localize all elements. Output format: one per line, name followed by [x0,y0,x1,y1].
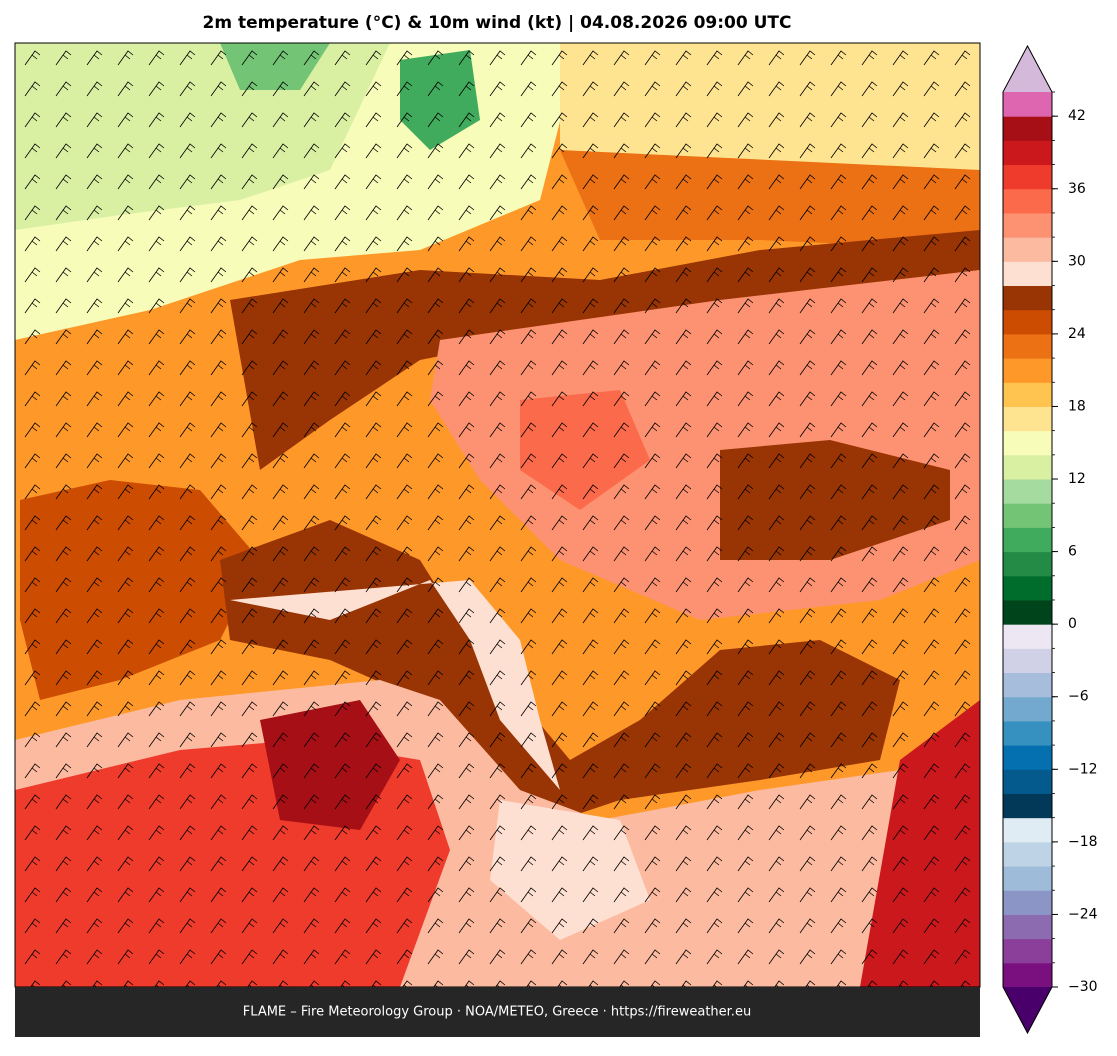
colorbar-tick-label: −12 [1068,761,1098,777]
map [15,43,980,987]
colorbar-band [1003,212,1052,238]
colorbar-band [1003,696,1052,722]
colorbar-band [1003,92,1052,117]
colorbar-tick-label: 42 [1068,108,1086,124]
colorbar-extend-low [1003,987,1052,1033]
colorbar-tick-label: −24 [1068,906,1098,922]
colorbar-tick-label: 24 [1068,326,1086,342]
colorbar-tick-label: −18 [1068,834,1098,850]
colorbar: −30 −24 −18 −12 −6 0 6 12 18 24 30 36 42 [1002,44,1098,1035]
colorbar-band [1003,866,1052,891]
colorbar-band [1003,962,1052,988]
colorbar-band [1003,841,1052,867]
colorbar-tick-label: 12 [1068,471,1086,487]
colorbar-band [1003,164,1052,190]
colorbar-band [1003,745,1052,770]
title: 2m temperature (°C) & 10m wind (kt) | 04… [202,13,791,33]
colorbar-band [1003,382,1052,407]
colorbar-band [1003,938,1052,964]
colorbar-band [1003,261,1052,287]
colorbar-band [1003,575,1052,601]
colorbar-tick-label: 6 [1068,544,1077,560]
colorbar-tick-label: 0 [1068,616,1077,632]
colorbar-band [1003,479,1052,504]
colorbar-band [1003,430,1052,456]
colorbar-band [1003,333,1052,359]
colorbar-band [1003,454,1052,480]
colorbar-tick-label: 30 [1068,253,1086,269]
colorbar-band [1003,527,1052,553]
colorbar-band [1003,793,1052,819]
colorbar-band [1003,358,1052,383]
colorbar-extend-high [1003,46,1052,92]
colorbar-band [1003,720,1052,746]
colorbar-band [1003,237,1052,262]
colorbar-tick-label: 36 [1068,181,1086,197]
colorbar-band [1003,188,1052,214]
colorbar-band [1003,672,1052,698]
colorbar-band [1003,309,1052,335]
colorbar-band [1003,914,1052,940]
colorbar-band [1003,503,1052,528]
colorbar-band [1003,116,1052,141]
colorbar-tick-label: −30 [1068,979,1098,995]
colorbar-tick-label: 18 [1068,398,1086,414]
colorbar-tick-label: −6 [1068,689,1089,705]
footer-text: FLAME – Fire Meteorology Group · NOA/MET… [243,1005,751,1020]
colorbar-band [1003,406,1052,432]
colorbar-band [1003,769,1052,794]
colorbar-band [1003,285,1052,311]
colorbar-band [1003,890,1052,915]
colorbar-band [1003,140,1052,166]
colorbar-band [1003,551,1052,577]
colorbar-band [1003,817,1052,843]
footer-bar [15,987,980,1037]
colorbar-band [1003,624,1052,649]
colorbar-band [1003,648,1052,674]
colorbar-band [1003,599,1052,625]
